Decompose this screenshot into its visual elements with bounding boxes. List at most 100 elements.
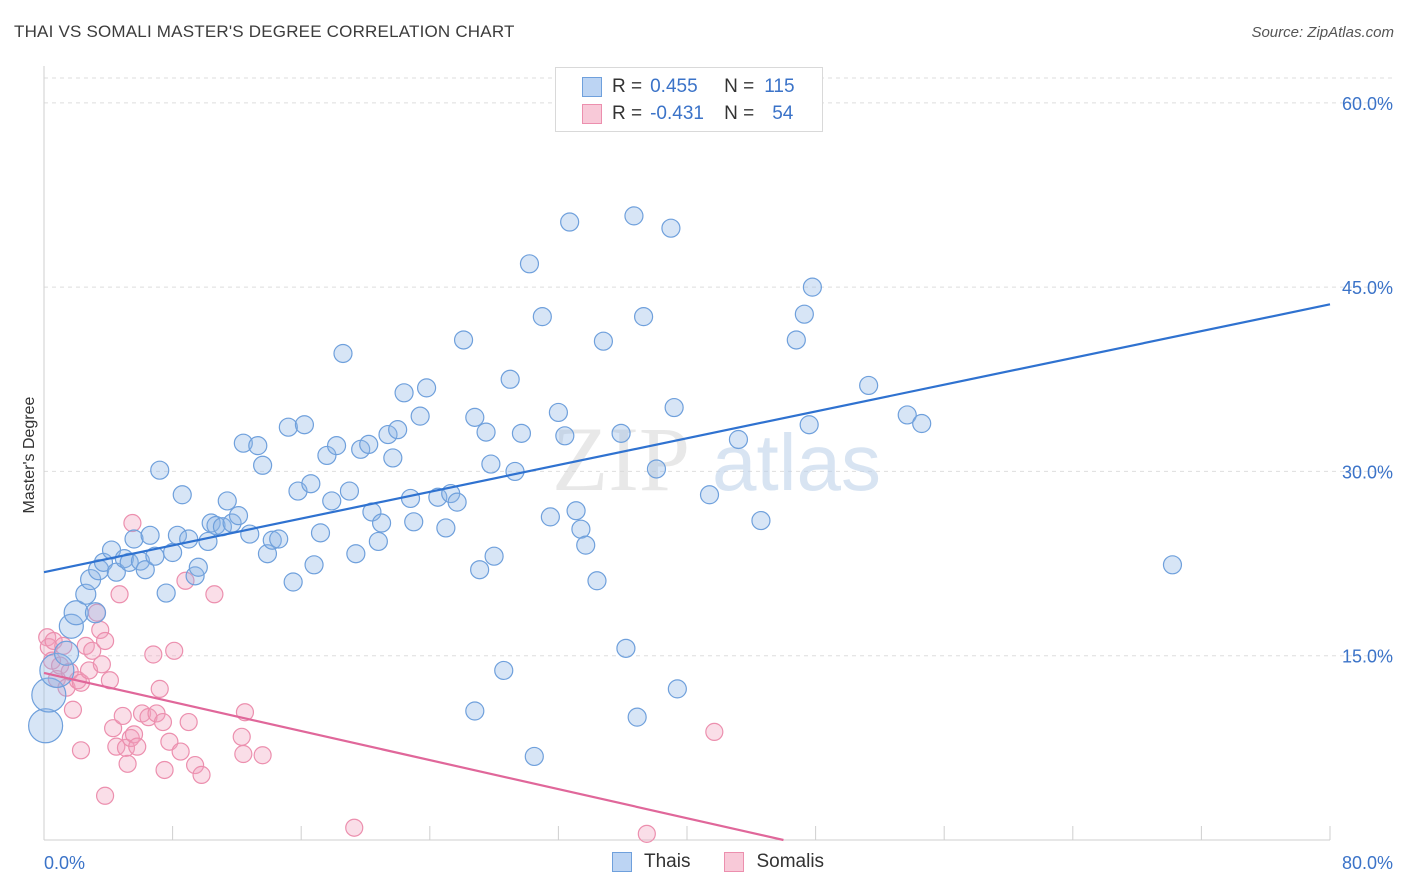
thais-swatch-icon [612, 852, 632, 872]
somali-point [107, 737, 126, 756]
legend-label-somalis: Somalis [756, 851, 825, 872]
somali-point [192, 765, 211, 784]
thai-point [217, 491, 237, 511]
somali-point [92, 655, 111, 674]
thai-point [206, 515, 226, 536]
somalis-swatch-icon [582, 104, 602, 124]
somali-point [637, 824, 656, 843]
somali-point [345, 818, 364, 837]
somali-point [113, 706, 132, 726]
somali-point [155, 760, 174, 780]
thai-point [253, 455, 273, 475]
thai-point [416, 378, 437, 398]
somali-point [95, 631, 115, 651]
y-tick-label: 45.0% [1342, 278, 1393, 298]
thai-point [897, 405, 917, 425]
x-tick-label: 0.0% [44, 853, 85, 873]
thai-point [453, 330, 474, 350]
somali-point [144, 645, 163, 664]
thai-point [436, 518, 456, 538]
thai-point [383, 448, 403, 468]
chart-title: THAI VS SOMALI MASTER'S DEGREE CORRELATI… [14, 22, 515, 41]
gridlines [44, 77, 1395, 657]
thai-point [571, 519, 591, 539]
thai-point [912, 413, 932, 434]
thai-point [294, 415, 315, 435]
thai-point [278, 417, 298, 437]
source-credit: Source: ZipAtlas.com [1251, 24, 1394, 41]
somali-trendline [43, 671, 784, 842]
thai-point [371, 513, 392, 533]
thai-point [519, 254, 540, 274]
somali-point [179, 712, 198, 732]
thai-point [339, 481, 360, 501]
thai-point [560, 212, 580, 232]
legend-r-label: R = [612, 76, 643, 97]
legend-item-thais[interactable]: Thais [612, 851, 690, 873]
thai-point [627, 707, 647, 727]
trendlines [43, 303, 1331, 842]
somali-point [83, 641, 102, 660]
somali-point [234, 744, 253, 764]
somali-point [176, 571, 195, 590]
thai-point [616, 638, 636, 658]
legend-r-value: -0.431 [650, 103, 704, 124]
thai-point [633, 307, 654, 327]
thai-point [269, 529, 289, 549]
thai-point [505, 461, 525, 482]
thai-point [664, 397, 684, 418]
thai-point [368, 531, 388, 552]
thai-point [859, 375, 879, 396]
thai-point [150, 460, 170, 480]
thai-point [326, 436, 347, 456]
thai-point [576, 535, 596, 555]
thai-point [135, 560, 155, 580]
thai-point [410, 406, 430, 426]
thai-point [646, 459, 667, 479]
thai-point [140, 525, 160, 545]
thai-point [228, 506, 249, 526]
legend-r-label: R = [612, 103, 643, 124]
thai-point [465, 407, 485, 427]
tick-labels: 15.0% 30.0% 45.0% 60.0% 0.0% 80.0% [44, 94, 1393, 873]
correlation-legend: R = 0.455 N = 115 R = -0.431 N = 54 [555, 67, 823, 132]
thai-point [476, 422, 496, 442]
thai-point [198, 531, 218, 552]
thai-point [322, 491, 342, 511]
thai-point [470, 560, 490, 580]
thai-point [548, 402, 569, 423]
thai-point [179, 529, 199, 549]
legend-item-somalis[interactable]: Somalis [724, 851, 824, 873]
thai-point [566, 501, 586, 521]
somali-point [253, 746, 272, 765]
thai-point [624, 206, 644, 226]
thai-point [699, 485, 720, 505]
somali-point [150, 679, 169, 698]
somali-point [171, 742, 190, 761]
thai-point [532, 307, 552, 327]
thai-point [317, 445, 337, 466]
somali-point [165, 641, 184, 660]
thai-point [172, 485, 192, 505]
thai-point [524, 746, 544, 767]
somalis-swatch-icon [724, 852, 745, 872]
somali-point [118, 754, 137, 773]
watermark: ZIP atlas [552, 408, 881, 510]
thai-point [587, 571, 607, 591]
y-tick-label: 60.0% [1342, 94, 1393, 114]
thai-point [156, 583, 176, 603]
y-tick-label: 30.0% [1342, 462, 1393, 482]
somali-point [232, 727, 251, 746]
thai-points [28, 206, 1183, 767]
thai-point [802, 277, 822, 297]
thai-point [39, 652, 75, 689]
legend-row-somalis: R = -0.431 N = 54 [582, 103, 793, 125]
somali-point [123, 513, 142, 533]
thai-point [400, 488, 421, 509]
watermark-atlas: atlas [712, 418, 881, 507]
thai-point [786, 330, 806, 350]
thai-point [359, 434, 379, 454]
thai-point [388, 420, 408, 440]
somali-point [63, 700, 83, 719]
